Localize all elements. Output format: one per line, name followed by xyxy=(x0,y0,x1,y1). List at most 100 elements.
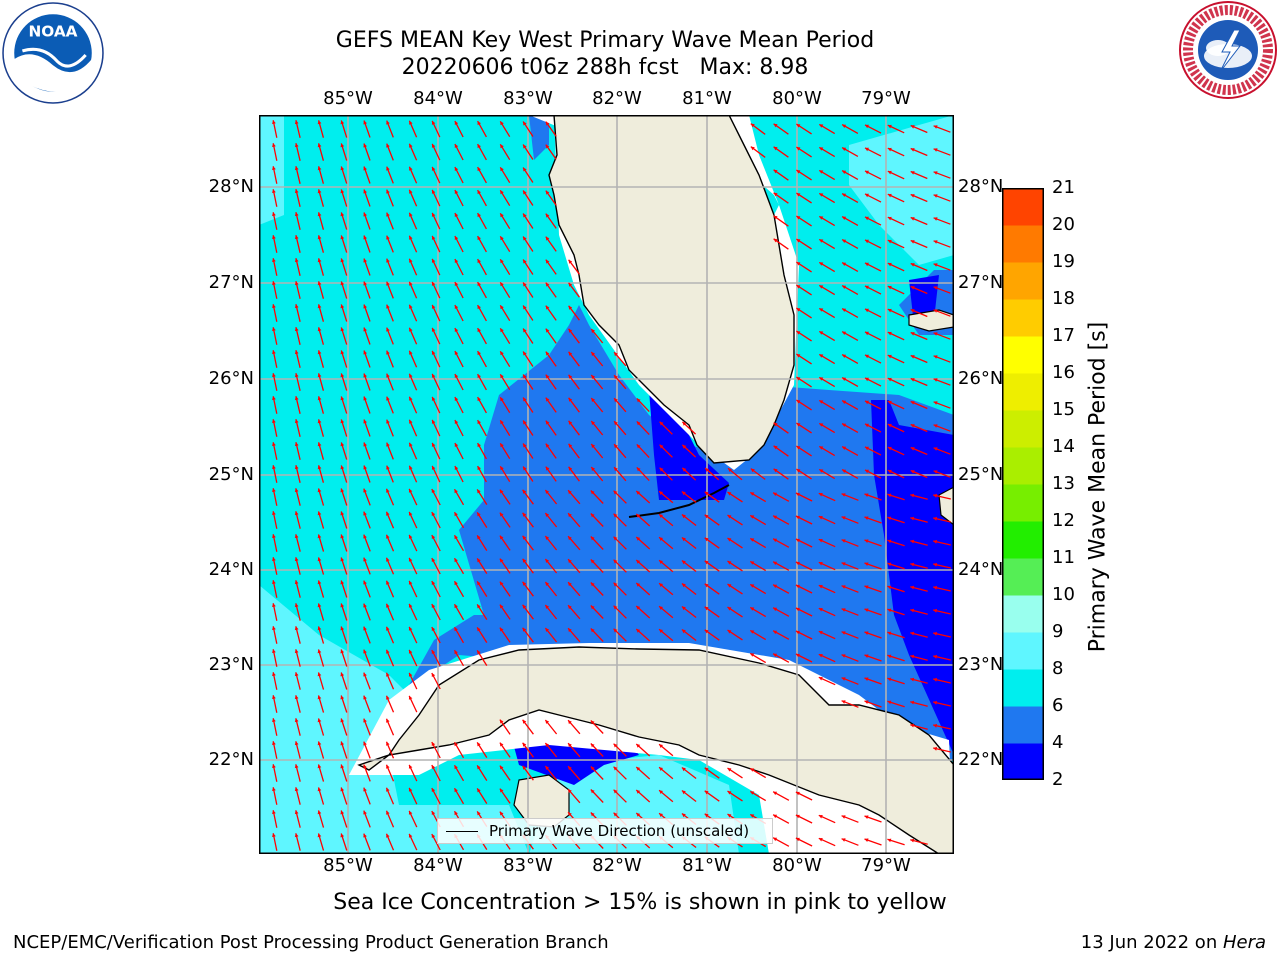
wave-arrow-head xyxy=(340,603,345,608)
wave-arrow-head xyxy=(659,629,663,633)
wave-arrow-head xyxy=(523,259,527,264)
wave-arrow-head xyxy=(568,328,573,333)
wave-arrow-head xyxy=(317,580,322,585)
wave-arrow-head xyxy=(317,350,322,355)
wave-arrow-head xyxy=(477,144,481,149)
wave-arrow-head xyxy=(545,513,550,517)
wave-arrow-head xyxy=(841,539,846,543)
wave-arrow-head xyxy=(477,489,481,494)
wave-arrow-head xyxy=(841,700,846,704)
wave-arrow-head xyxy=(454,374,459,378)
colorbar-segment xyxy=(1002,632,1044,670)
wave-arrow-head xyxy=(545,743,550,747)
wave-arrow-head xyxy=(842,193,847,197)
wave-arrow-head xyxy=(454,144,459,148)
wave-arrow-head xyxy=(842,239,847,243)
colorbar-segment xyxy=(1002,410,1044,448)
wave-arrow-head xyxy=(590,559,595,564)
wave-arrow-head xyxy=(294,166,299,171)
wave-arrow-head xyxy=(681,606,686,611)
wave-arrow-head xyxy=(613,536,618,541)
wave-arrow-head xyxy=(819,400,824,404)
wave-arrow-head xyxy=(317,120,322,125)
wave-arrow-head xyxy=(408,649,413,654)
wave-arrow-head xyxy=(842,331,847,335)
wave-arrow-head xyxy=(454,167,459,171)
wave-arrow-head xyxy=(773,561,778,566)
wave-arrow-head xyxy=(636,767,641,771)
colorbar-tick-label: 12 xyxy=(1052,510,1075,531)
wave-arrow-head xyxy=(454,259,459,263)
wave-arrow-head xyxy=(614,398,618,403)
wave-arrow-head xyxy=(636,790,641,794)
wave-arrow-head xyxy=(431,258,436,263)
wave-arrow-head xyxy=(545,351,550,356)
wave-arrow-head xyxy=(523,144,527,149)
wave-arrow-head xyxy=(933,240,938,244)
colorbar-tick-label: 19 xyxy=(1052,251,1075,272)
wave-arrow-head xyxy=(477,236,481,241)
wave-arrow-head xyxy=(681,537,686,542)
wave-arrow-head xyxy=(317,603,322,608)
wave-arrow-head xyxy=(363,120,367,125)
wave-arrow-head xyxy=(454,420,459,424)
wave-arrow-head xyxy=(613,513,618,518)
wave-arrow-head xyxy=(294,212,299,217)
wave-arrow-head xyxy=(864,700,869,704)
wave-arrow-head xyxy=(431,765,436,769)
wave-arrow-head xyxy=(477,604,481,609)
wave-arrow-head xyxy=(933,723,938,728)
wave-arrow-head xyxy=(659,813,663,817)
wave-arrow-head xyxy=(294,396,299,401)
wave-arrow-head xyxy=(614,375,618,380)
wave-arrow-head xyxy=(773,791,778,796)
wave-arrow-head xyxy=(545,536,550,540)
wave-arrow-head xyxy=(340,787,345,792)
wave-arrow-head xyxy=(477,259,481,264)
wave-arrow-head xyxy=(568,443,573,448)
wave-arrow-head xyxy=(933,125,938,129)
map-title-line1: GEFS MEAN Key West Primary Wave Mean Per… xyxy=(335,28,875,53)
wave-arrow-head xyxy=(454,489,458,494)
wave-arrow-head xyxy=(477,167,481,172)
wave-arrow-head xyxy=(681,583,686,588)
wave-arrow-head xyxy=(386,235,390,240)
wave-arrow-head xyxy=(910,171,915,175)
wave-arrow-head xyxy=(477,351,481,356)
colorbar-segment xyxy=(1002,521,1044,559)
wave-arrow-head xyxy=(728,468,732,472)
colorbar-segment xyxy=(1002,188,1044,226)
wave-arrow-head xyxy=(499,811,504,816)
wave-arrow-head xyxy=(910,677,915,682)
wave-arrow-head xyxy=(842,216,847,220)
wave-arrow-head xyxy=(933,355,938,359)
wave-arrow-head xyxy=(363,810,367,815)
wave-arrow-head xyxy=(568,812,572,817)
wave-arrow-head xyxy=(272,304,276,308)
wave-arrow-head xyxy=(523,236,527,241)
wave-arrow-head xyxy=(750,561,755,565)
wave-arrow-head xyxy=(317,649,322,654)
wave-arrow-head xyxy=(522,742,527,747)
wave-arrow-head xyxy=(933,516,938,521)
wave-arrow-head xyxy=(431,535,436,539)
wave-arrow-head xyxy=(795,653,800,658)
wave-arrow-head xyxy=(864,677,869,681)
wave-arrow-head xyxy=(317,396,322,401)
wave-arrow-head xyxy=(819,239,824,243)
wave-arrow-head xyxy=(865,262,869,267)
wave-arrow-head xyxy=(317,419,322,424)
colorbar-segment xyxy=(1002,743,1044,780)
wave-arrow-head xyxy=(636,744,641,748)
wave-arrow-head xyxy=(887,585,892,590)
wave-arrow-head xyxy=(887,262,892,267)
wave-arrow-head xyxy=(294,281,299,286)
wave-arrow-head xyxy=(796,262,801,266)
wave-arrow-head xyxy=(477,374,481,379)
wave-arrow-head xyxy=(819,446,824,450)
wave-arrow-head xyxy=(842,124,847,128)
wave-arrow-head xyxy=(340,281,345,286)
wave-arrow-head xyxy=(818,562,823,566)
wave-arrow-head xyxy=(636,583,641,587)
wave-arrow-head xyxy=(363,419,367,424)
